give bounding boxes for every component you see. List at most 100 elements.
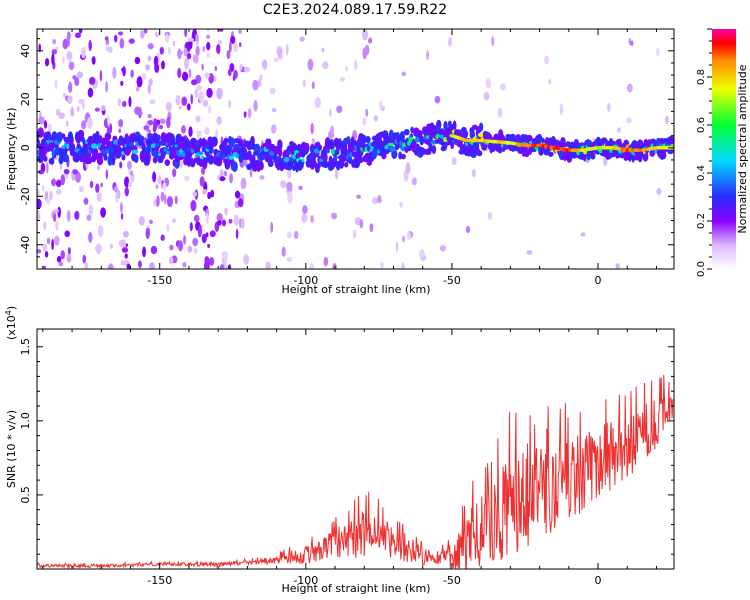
y-tick-label: -20 — [19, 187, 32, 205]
spectrogram-noise-blob — [78, 29, 83, 34]
spectrogram-noise-blob — [118, 128, 122, 134]
spectrogram-noise-blob — [197, 225, 202, 238]
spectrogram-noise-blob — [239, 63, 243, 71]
spectrogram-noise-blob — [68, 61, 75, 71]
spectrogram-noise-blob — [166, 223, 170, 232]
spectrogram-noise-blob — [88, 39, 92, 52]
spectrogram-noise-blob — [100, 182, 104, 188]
spectrogram-noise-blob — [138, 260, 142, 269]
spectrogram-band-blob — [82, 139, 86, 146]
spectrogram-noise-blob — [108, 46, 113, 54]
spectrogram-band-blob — [509, 133, 516, 140]
spectrogram-band-blob — [174, 144, 178, 148]
spectrogram-band-blob — [276, 164, 281, 171]
spectrogram-band-blob — [387, 142, 395, 147]
spectrogram-noise-blob — [193, 214, 200, 223]
spectrogram-noise-blob — [60, 250, 65, 260]
spectrogram-noise-blob — [285, 43, 289, 56]
spectrogram-band-blob — [79, 155, 85, 163]
spectrogram-noise-blob — [143, 125, 150, 130]
spectrogram-noise-blob — [365, 108, 369, 117]
spectrogram-noise-blob — [119, 161, 123, 169]
spectrogram-band-blob — [235, 153, 240, 159]
spectrogram-noise-blob — [198, 91, 204, 103]
spectrogram-noise-blob — [136, 86, 140, 92]
spectrogram-noise-blob — [183, 47, 188, 57]
spectrogram-noise-blob — [117, 189, 121, 200]
spectrogram-noise-blob — [286, 181, 293, 192]
spectrogram-panel: -150 -100 -50 0 -40 -20 0 20 40 Height of straig… — [5, 28, 675, 296]
spectrogram-noise-blob — [107, 115, 110, 126]
spectrogram-noise-blob — [399, 201, 403, 208]
spectrogram-noise-blob — [223, 251, 228, 262]
spectrogram-noise-blob — [74, 32, 81, 39]
spectrogram-noise-blob — [51, 49, 58, 55]
y-tick-label: 40 — [19, 44, 32, 58]
spectrogram-noise-blob — [354, 59, 358, 71]
spectrogram-noise-blob — [51, 178, 57, 187]
spectrogram-noise-blob — [145, 227, 150, 240]
spectrogram-noise-blob — [206, 53, 210, 58]
spectrogram-noise-blob — [147, 113, 152, 119]
spectrogram-noise-blob — [169, 244, 174, 251]
spectrogram-noise-blob — [214, 66, 218, 72]
spectrogram-noise-blob — [216, 116, 222, 125]
spectrogram-noise-blob — [253, 99, 258, 112]
spectrogram-noise-blob — [150, 245, 158, 255]
spectrogram-noise-blob — [426, 50, 430, 61]
spectrogram-band-blob — [128, 141, 134, 148]
spectrogram-noise-blob — [160, 191, 165, 202]
y-tick-label: 1.5 — [19, 338, 32, 356]
spectrogram-noise-blob — [159, 46, 164, 55]
spectrogram-noise-blob — [179, 159, 184, 169]
spectrogram-noise-blob — [286, 231, 292, 239]
spectrogram-band-blob — [43, 145, 48, 155]
spectrogram-noise-blob — [202, 46, 206, 52]
spectrogram-noise-blob — [411, 177, 417, 186]
x-tick-label: -100 — [293, 574, 318, 587]
spectrogram-band-blob — [259, 161, 264, 171]
spectrogram-noise-blob — [219, 176, 226, 182]
spectrogram-noise-blob — [106, 127, 111, 135]
spectrogram-noise-blob — [271, 124, 277, 134]
spectrogram-band-blob — [478, 122, 484, 132]
spectrogram-noise-blob — [142, 73, 147, 80]
spectrogram-noise-blob — [76, 71, 83, 79]
colorbar-tick-label: 0.2 — [696, 213, 707, 229]
spectrogram-band-blob — [301, 158, 305, 163]
spectrogram-noise-blob — [166, 116, 171, 129]
spectrogram-noise-blob — [147, 84, 151, 95]
colorbar-tick-label: 0.0 — [696, 261, 707, 277]
spectrogram-noise-blob — [607, 102, 611, 113]
spectrogram-noise-blob — [124, 253, 128, 259]
spectrogram-noise-blob — [118, 239, 126, 248]
spectrogram-band-blob — [228, 155, 234, 160]
spectrogram-noise-blob — [107, 263, 114, 269]
spectrogram-noise-blob — [259, 175, 265, 180]
spectrogram-noise-blob — [190, 200, 197, 212]
spectrogram-noise-blob — [269, 87, 276, 95]
spectrogram-noise-blob — [54, 79, 58, 90]
spectrogram-band-blob — [345, 136, 351, 145]
spectrogram-noise-blob — [53, 213, 57, 222]
x-tick-label: 0 — [595, 574, 602, 587]
spectrogram-noise-blob — [187, 245, 193, 253]
x-tick-label: -100 — [293, 274, 318, 287]
snr-panel: -150 -100 -50 0 0.5 1.0 1.5 Height of straight… — [4, 306, 675, 595]
spectrogram-noise-blob — [483, 91, 490, 101]
spectrogram-noise-blob — [237, 29, 243, 34]
spectrogram-noise-blob — [44, 58, 50, 67]
figure-title: C2E3.2024.089.17.59.R22 — [263, 2, 447, 18]
spectrogram-noise-blob — [51, 53, 55, 66]
spectrogram-noise-blob — [91, 56, 96, 65]
spectrogram-band-blob — [325, 149, 330, 154]
spectrogram-noise-blob — [373, 114, 378, 122]
spectrogram-noise-blob — [95, 243, 102, 255]
spectrogram-band-blob — [139, 150, 145, 162]
spectrogram-noise-blob — [75, 171, 82, 183]
spectrogram-noise-blob — [128, 96, 132, 108]
spectrogram-noise-blob — [323, 256, 329, 267]
spectrogram-band-blob — [134, 154, 139, 164]
spectrogram-noise-blob — [104, 36, 109, 41]
